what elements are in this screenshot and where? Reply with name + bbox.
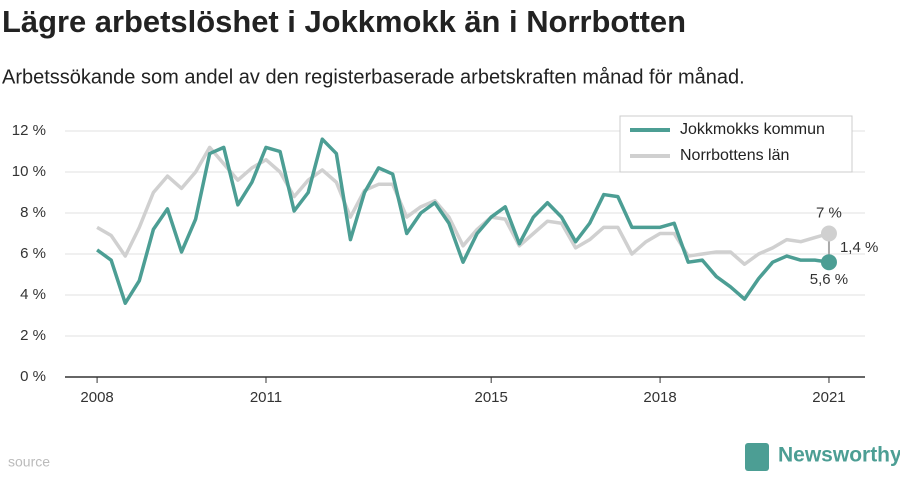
end-marker <box>820 254 837 271</box>
chart-title: Lägre arbetslöshet i Jokkmokk än i Norrb… <box>2 4 686 39</box>
source[interactable]: source <box>8 454 50 470</box>
legend-label: Norrbottens län <box>680 147 789 164</box>
y-tick-label: 4 % <box>20 286 46 303</box>
legend-label: Jokkmokks kommun <box>680 121 825 138</box>
x-tick-label: 2008 <box>80 389 113 406</box>
y-tick-label: 0 % <box>20 368 46 385</box>
brand-logo <box>745 443 769 471</box>
x-tick-label: 2021 <box>812 389 845 406</box>
x-tick-label: 2018 <box>643 389 676 406</box>
y-tick-label: 10 % <box>12 163 46 180</box>
y-tick-label: 2 % <box>20 327 46 344</box>
series-line <box>96 137 830 305</box>
y-tick-label: 6 % <box>20 245 46 262</box>
x-tick-label: 2015 <box>474 389 507 406</box>
x-tick-label: 2011 <box>250 389 282 406</box>
annotation: 1,4 % <box>840 239 878 256</box>
annotation: 7 % <box>816 204 842 221</box>
y-tick-label: 8 % <box>20 204 46 221</box>
legend-box <box>619 115 853 173</box>
series-line <box>96 145 830 266</box>
y-tick-label: 12 % <box>12 122 46 139</box>
annotation: 5,6 % <box>810 271 848 288</box>
end-marker <box>820 225 837 242</box>
brand: Newsworthy <box>778 444 900 467</box>
chart-subtitle: Arbetssökande som andel av den registerb… <box>2 66 745 88</box>
